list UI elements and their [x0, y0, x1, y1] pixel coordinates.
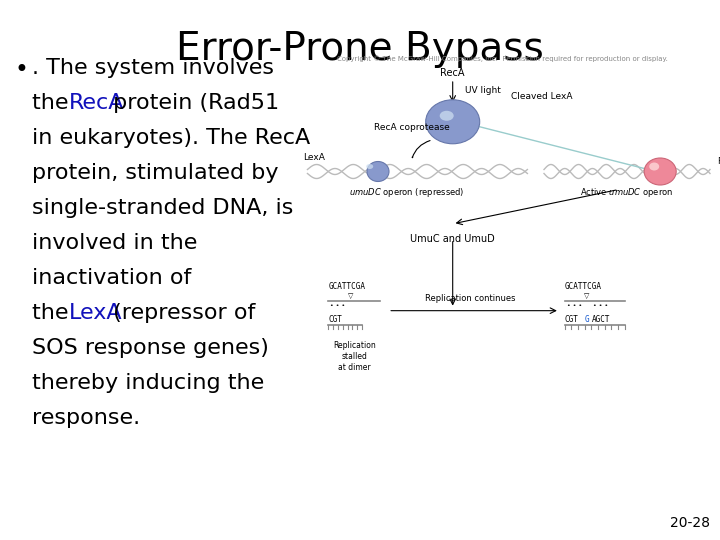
Text: Active $\it{umuDC}$ operon: Active $\it{umuDC}$ operon — [580, 186, 674, 199]
Text: Replication
stalled
at dimer: Replication stalled at dimer — [333, 341, 376, 372]
Text: RecA: RecA — [441, 68, 465, 78]
Text: in eukaryotes). The RecA: in eukaryotes). The RecA — [32, 128, 310, 148]
Text: Error-Prone Bypass: Error-Prone Bypass — [176, 30, 544, 68]
Ellipse shape — [440, 111, 454, 121]
Text: $\it{umuDC}$ operon (repressed): $\it{umuDC}$ operon (repressed) — [349, 186, 464, 199]
Text: G: G — [585, 315, 590, 323]
Text: AGCT: AGCT — [592, 315, 611, 323]
Text: ▽: ▽ — [348, 293, 353, 299]
Text: the: the — [32, 93, 76, 113]
Text: Cleaved LexA: Cleaved LexA — [510, 92, 572, 102]
Ellipse shape — [649, 163, 660, 171]
Ellipse shape — [426, 100, 480, 144]
Text: LexA: LexA — [69, 303, 122, 323]
Text: • • •: • • • — [330, 303, 346, 308]
Text: 20-28: 20-28 — [670, 516, 710, 530]
Ellipse shape — [367, 161, 389, 181]
Text: . The system involves: . The system involves — [32, 58, 281, 78]
Text: ▽: ▽ — [584, 293, 590, 299]
Text: RecA coprotease: RecA coprotease — [374, 124, 449, 132]
Text: thereby inducing the: thereby inducing the — [32, 373, 264, 393]
Text: GCATTCGA: GCATTCGA — [564, 282, 602, 291]
Text: protein (Rad51: protein (Rad51 — [107, 93, 279, 113]
Ellipse shape — [644, 158, 676, 185]
Text: • • •: • • • — [593, 303, 608, 308]
FancyArrowPatch shape — [413, 140, 430, 158]
Text: LexA: LexA — [303, 152, 325, 161]
Text: • • •: • • • — [567, 303, 582, 308]
Text: the: the — [32, 303, 76, 323]
Text: RNA polymerase: RNA polymerase — [719, 157, 720, 166]
Text: inactivation of: inactivation of — [32, 268, 192, 288]
Text: UV light: UV light — [465, 86, 501, 95]
Text: Replication continues: Replication continues — [425, 294, 516, 303]
Text: CGT: CGT — [328, 315, 342, 323]
Text: Copyright © The McGraw-Hill Companies, Inc.  Permission required for reproductio: Copyright © The McGraw-Hill Companies, I… — [337, 56, 668, 62]
Text: (repressor of: (repressor of — [107, 303, 256, 323]
Text: single-stranded DNA, is: single-stranded DNA, is — [32, 198, 293, 218]
Text: protein, stimulated by: protein, stimulated by — [32, 163, 279, 183]
Text: •: • — [15, 58, 29, 82]
Text: involved in the: involved in the — [32, 233, 197, 253]
Text: GCATTCGA: GCATTCGA — [328, 282, 365, 291]
Ellipse shape — [366, 164, 373, 169]
Text: UmuC and UmuD: UmuC and UmuD — [410, 234, 495, 244]
Text: CGT: CGT — [564, 315, 579, 323]
Text: RecA: RecA — [69, 93, 125, 113]
Text: response.: response. — [32, 408, 140, 428]
Text: SOS response genes): SOS response genes) — [32, 338, 269, 358]
